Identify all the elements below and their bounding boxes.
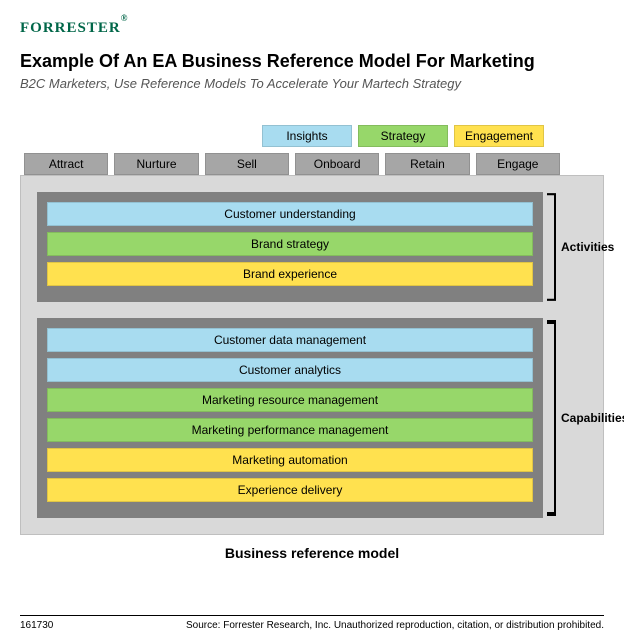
page-footer: 161730 Source: Forrester Research, Inc. …: [20, 615, 604, 631]
logo-text: FORRESTER: [20, 20, 121, 36]
legend-item: Engagement: [454, 125, 544, 147]
model-bar: Marketing automation: [47, 448, 533, 472]
lifecycle-tab: Sell: [205, 153, 289, 175]
model-bar: Customer data management: [47, 328, 533, 352]
model-bar: Customer analytics: [47, 358, 533, 382]
model-bar: Brand strategy: [47, 232, 533, 256]
section-box: Customer data management Customer analyti…: [37, 318, 543, 518]
bracket-label: Capabilities: [561, 411, 624, 425]
model-outer-box: Customer understanding Brand strategy Bran…: [20, 175, 604, 535]
lifecycle-tab: Attract: [24, 153, 108, 175]
lifecycle-tab: Retain: [385, 153, 469, 175]
lifecycle-tab: Onboard: [295, 153, 379, 175]
model-bar: Marketing resource management: [47, 388, 533, 412]
logo-registered: ®: [121, 13, 129, 23]
brand-logo: FORRESTER®: [20, 18, 604, 37]
section-bracket: Capabilities: [549, 318, 589, 518]
model-caption: Business reference model: [20, 545, 604, 561]
section-box: Customer understanding Brand strategy Bran…: [37, 192, 543, 302]
footer-source: Source: Forrester Research, Inc. Unautho…: [186, 620, 604, 631]
model-bar: Experience delivery: [47, 478, 533, 502]
page-title: Example Of An EA Business Reference Mode…: [20, 51, 604, 72]
page-subtitle: B2C Marketers, Use Reference Models To A…: [20, 76, 604, 91]
model-bar: Customer understanding: [47, 202, 533, 226]
lifecycle-tab: Nurture: [114, 153, 198, 175]
model-bar: Marketing performance management: [47, 418, 533, 442]
legend-item: Strategy: [358, 125, 448, 147]
lifecycle-tab: Engage: [476, 153, 560, 175]
footer-id: 161730: [20, 620, 53, 631]
lifecycle-tabs: Attract Nurture Sell Onboard Retain Engage: [20, 153, 604, 175]
legend-row: Insights Strategy Engagement: [20, 125, 604, 147]
model-bar: Brand experience: [47, 262, 533, 286]
bracket-label: Activities: [561, 240, 614, 254]
section-bracket: Activities: [549, 192, 589, 302]
legend-item: Insights: [262, 125, 352, 147]
